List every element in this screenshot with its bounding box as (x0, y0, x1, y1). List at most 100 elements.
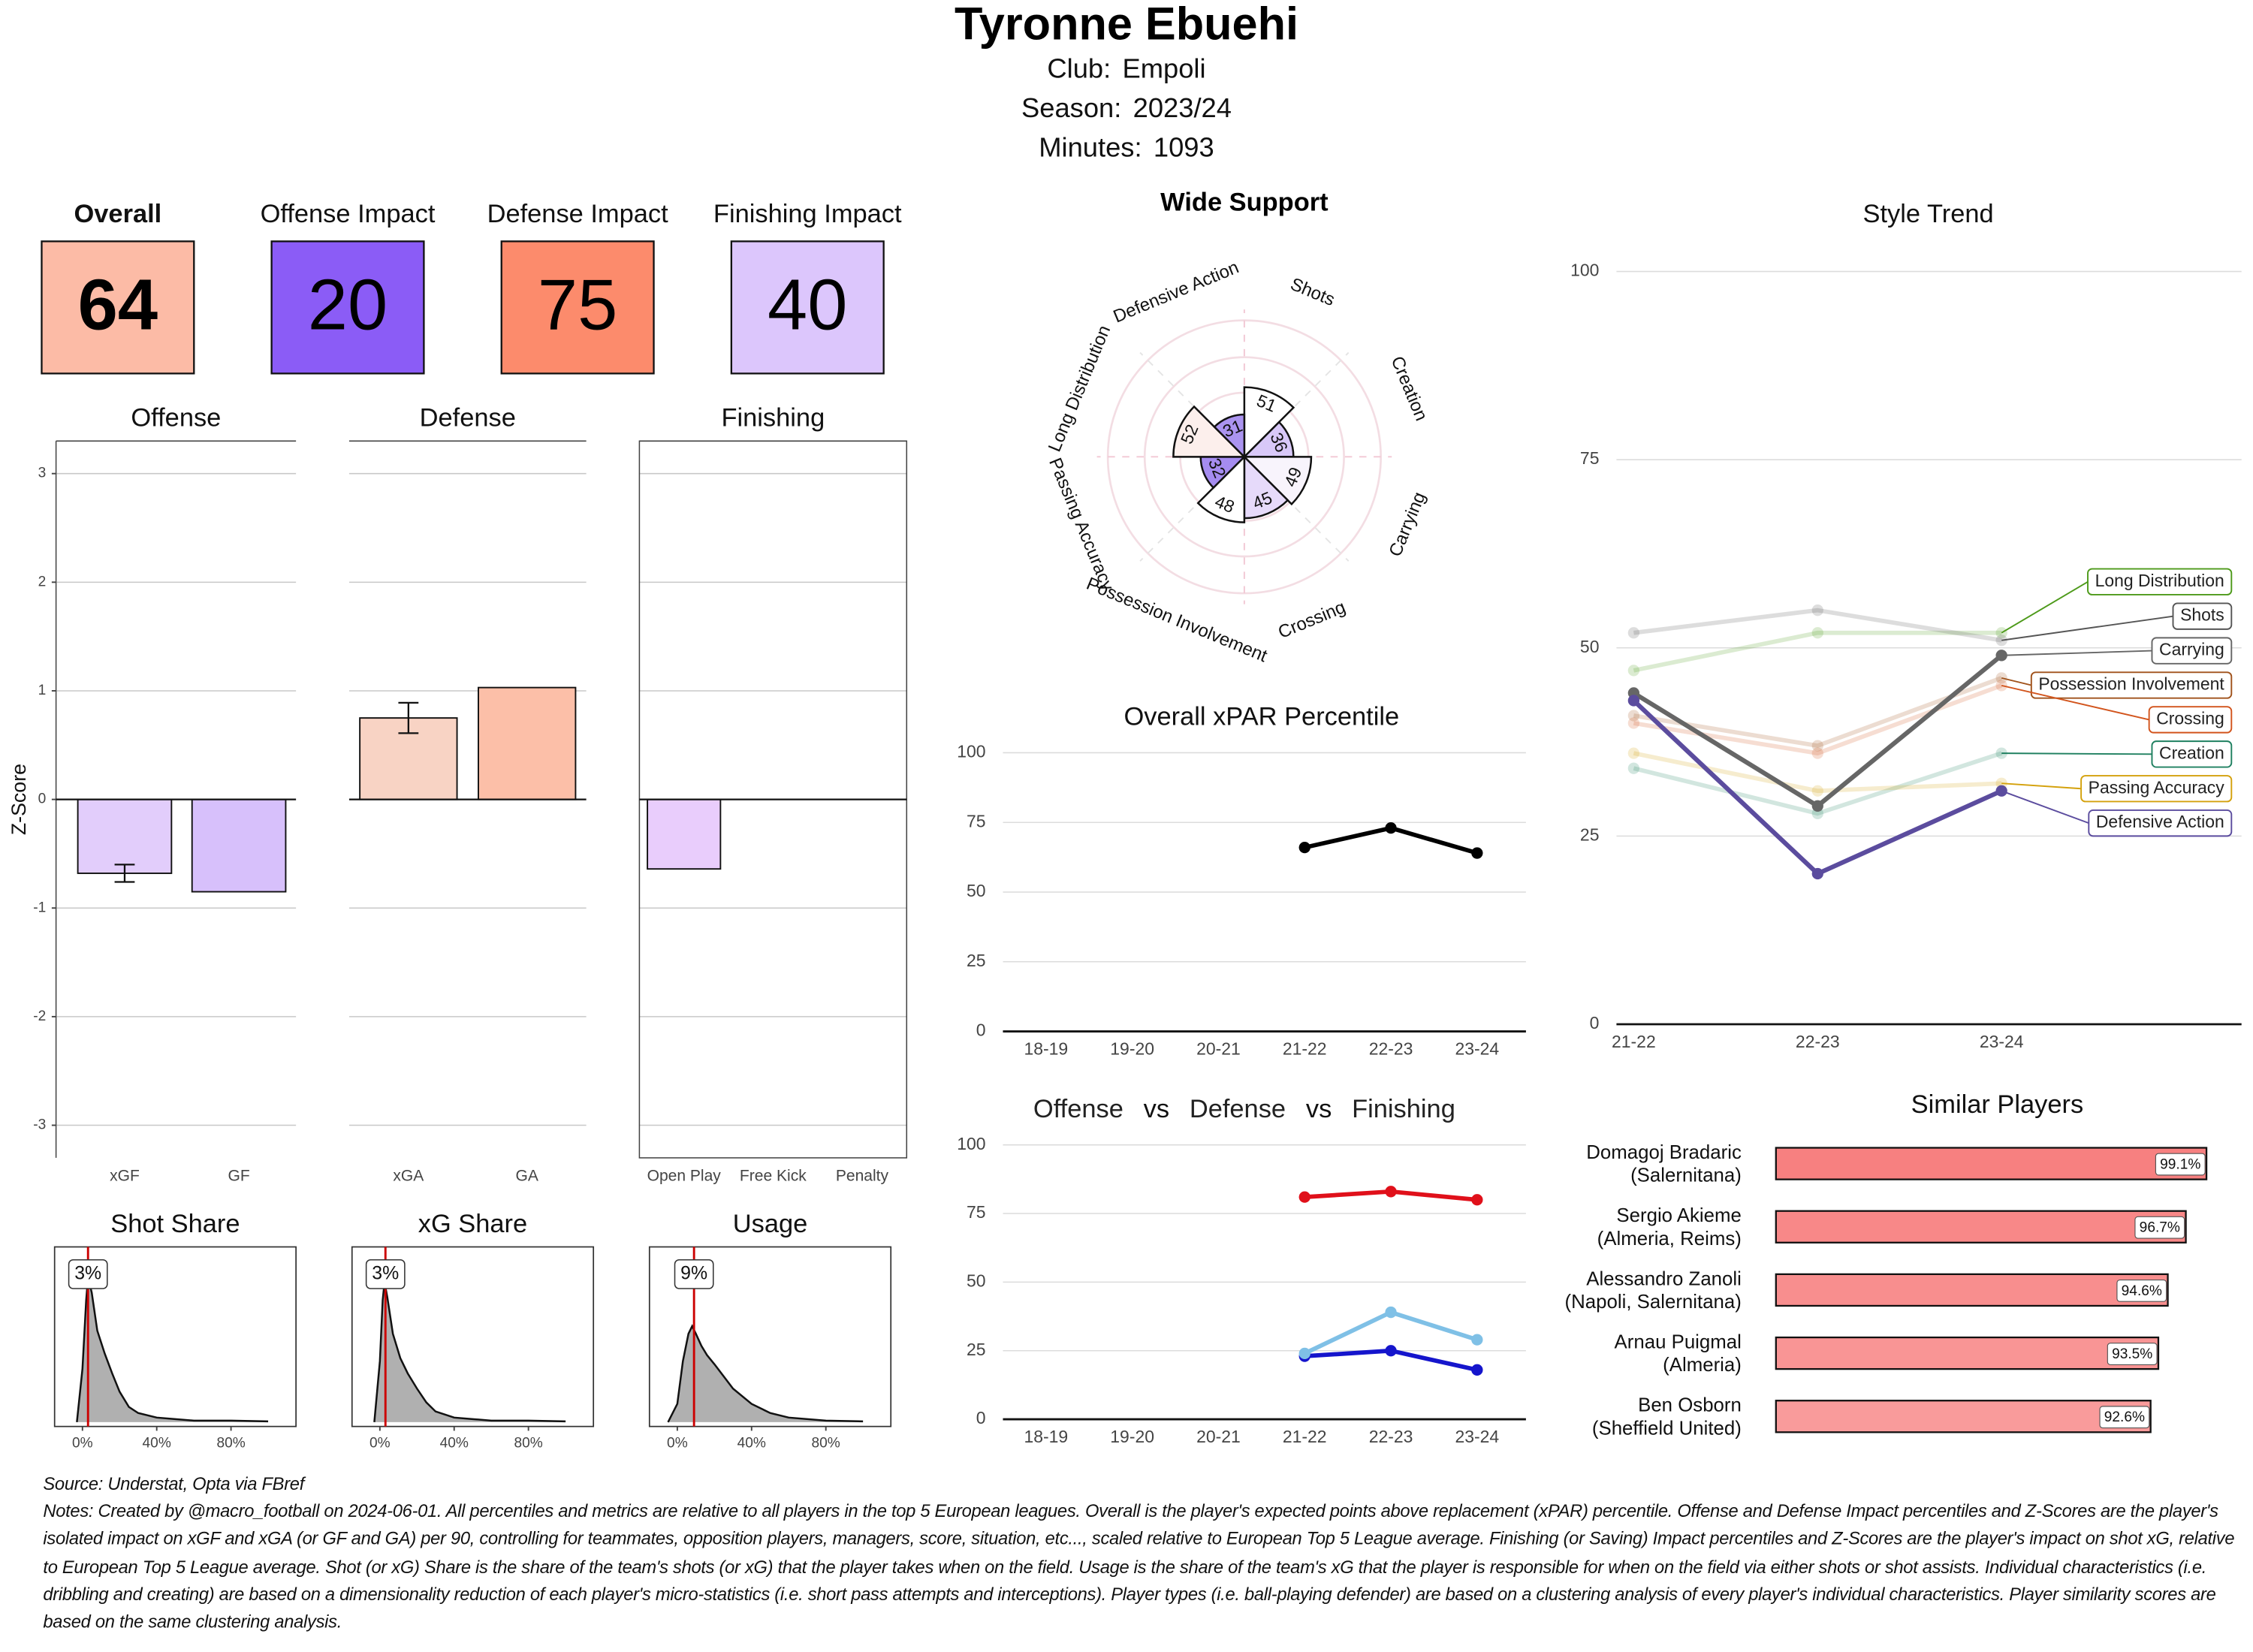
x-tick-label: 40% (440, 1436, 469, 1452)
polar-bar (1243, 386, 1295, 460)
player-name: Arnau Puigmal (1615, 1332, 1742, 1353)
series-point (1811, 747, 1823, 759)
legend-title-entry: Offense (1033, 1095, 1123, 1123)
x-tick-label: Free Kick (740, 1167, 807, 1184)
error-bar (114, 864, 135, 883)
value-label: 3% (372, 1262, 399, 1283)
title-separator: vs (1144, 1095, 1169, 1123)
x-tick-label: 20-21 (1196, 1039, 1241, 1058)
legend-title-entry: Defense (1190, 1095, 1286, 1123)
series-point (1298, 1191, 1310, 1203)
detail-label: Minutes: (1039, 132, 1142, 163)
bar (647, 798, 722, 870)
series-end-label: Possession Involvement (2038, 674, 2224, 694)
series-end-label-box (2087, 568, 2233, 595)
x-tick-label: 21-22 (1283, 1039, 1327, 1058)
y-tick-label: 50 (1580, 637, 1600, 656)
bar (1775, 1336, 2160, 1370)
x-tick-label: 0% (72, 1436, 93, 1452)
x-tick-label: 80% (514, 1436, 542, 1452)
value-label-box (2107, 1343, 2158, 1365)
x-tick-label: 0% (667, 1436, 688, 1452)
player-club: (Almeria, Reims) (1597, 1228, 1742, 1250)
series-point (1385, 821, 1397, 834)
polar-spoke (1139, 351, 1245, 458)
series-end-label: Carrying (2159, 640, 2224, 659)
series-end-label-box (2030, 671, 2233, 699)
series-end-label: Passing Accuracy (2089, 777, 2225, 797)
x-tick-label: xGF (110, 1167, 140, 1184)
y-tick-label: 50 (967, 881, 986, 900)
x-tick-label: 20-21 (1196, 1427, 1241, 1446)
series-line (1633, 630, 2002, 673)
value-label-box (2155, 1153, 2206, 1176)
label-connector (2001, 790, 2089, 824)
x-tick-label: 19-20 (1110, 1039, 1154, 1058)
y-tick-label: 100 (957, 741, 985, 761)
density-line (667, 1324, 864, 1423)
y-tick-label: 100 (957, 1134, 985, 1153)
density-area (77, 1277, 269, 1422)
series-end-label-box (2148, 706, 2233, 734)
card-label: Finishing Impact (713, 200, 902, 228)
polar-bar (1213, 413, 1246, 460)
card-value: 64 (78, 264, 158, 345)
title-separator: vs (1306, 1095, 1332, 1123)
panel-frame (351, 1246, 595, 1427)
value-label-box (365, 1259, 406, 1289)
series-end-label: Crossing (2156, 708, 2224, 728)
card-value: 20 (308, 264, 388, 345)
label-connector (2001, 677, 2032, 686)
series-point (1471, 847, 1483, 859)
bar (1775, 1400, 2152, 1433)
x-tick-label: GA (515, 1167, 538, 1184)
series-point (1811, 604, 1823, 616)
series-point (1811, 867, 1823, 880)
y-tick-label: -2 (33, 1008, 46, 1024)
x-tick-label: 23-24 (1980, 1032, 2024, 1051)
y-tick-label: 75 (967, 811, 986, 831)
chart-title: Wide Support (1160, 188, 1329, 217)
x-tick-label: 22-23 (1369, 1427, 1413, 1446)
card-label: Overall (74, 200, 162, 228)
y-tick-label: 0 (1590, 1013, 1600, 1032)
polar-bar (1172, 405, 1247, 458)
footer-text: Source: Understat, Opta via FBref Notes:… (43, 1471, 2241, 1637)
series-point (1471, 1194, 1483, 1206)
value-label-box (2099, 1406, 2150, 1429)
series-point (1811, 740, 1823, 752)
panel-title: Shot Share (110, 1210, 240, 1238)
series-end-label: Long Distribution (2095, 571, 2224, 590)
series-point (1627, 717, 1640, 729)
value-label: 94.6% (2122, 1283, 2162, 1299)
y-tick-label: 2 (38, 574, 47, 589)
legend-title-entry: Finishing (1352, 1095, 1455, 1123)
series-point (1627, 710, 1640, 722)
player-name: Alessandro Zanoli (1586, 1268, 1742, 1289)
series-point (1627, 762, 1640, 774)
x-tick-label: 80% (812, 1436, 840, 1452)
value-label: 92.6% (2104, 1409, 2145, 1425)
y-tick-label: 0 (976, 1020, 986, 1040)
value-label-box (2134, 1216, 2185, 1239)
series-end-label-box (2172, 602, 2233, 630)
card-value: 75 (538, 264, 617, 345)
label-connector (2001, 684, 2149, 721)
x-tick-label: 40% (143, 1436, 171, 1452)
detail-label: Season: (1021, 92, 1121, 123)
label-connector (2001, 615, 2173, 641)
footer: Source: Understat, Opta via FBref Notes:… (43, 1471, 2241, 1637)
player-name: Domagoj Bradaric (1586, 1142, 1742, 1163)
card-box (41, 240, 195, 375)
series-point (1385, 1186, 1397, 1198)
chart-title: Style Trend (1863, 200, 1994, 228)
y-tick-label: -1 (33, 900, 46, 915)
x-tick-label: 18-19 (1024, 1039, 1069, 1058)
series-end-label: Shots (2180, 605, 2224, 625)
polar-spoke (1244, 351, 1350, 458)
x-tick-label: 0% (369, 1436, 391, 1452)
x-tick-label: 23-24 (1455, 1427, 1499, 1446)
series-end-label-box (2151, 637, 2233, 665)
series-line (1633, 676, 2003, 748)
